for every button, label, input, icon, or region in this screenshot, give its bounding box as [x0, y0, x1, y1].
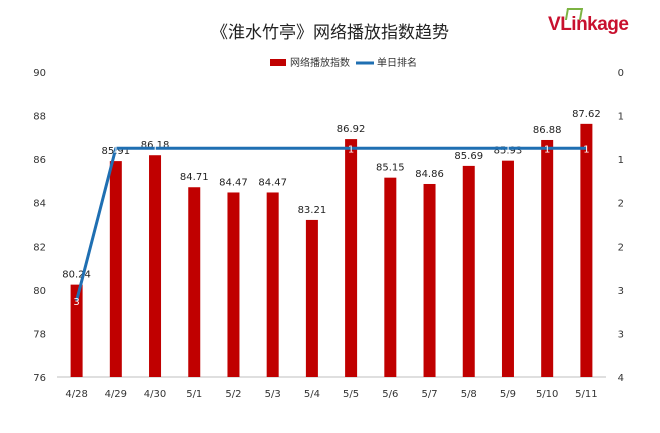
bar — [188, 187, 201, 377]
x-tick-label: 4/28 — [65, 389, 87, 400]
x-tick-label: 5/5 — [343, 389, 359, 400]
bar-value-label: 84.47 — [219, 177, 248, 188]
y-right-tick-label: 1 — [618, 112, 624, 123]
x-tick-label: 5/11 — [575, 389, 597, 400]
y-right-tick-label: 3 — [618, 286, 624, 297]
rank-point-label: 3 — [73, 297, 79, 308]
x-tick-label: 5/3 — [265, 389, 281, 400]
y-left-tick-label: 80 — [33, 286, 46, 297]
x-tick-label: 5/6 — [382, 389, 398, 400]
legend-bar-swatch — [270, 59, 286, 66]
y-right-tick-label: 4 — [618, 373, 624, 384]
y-right-tick-label: 0 — [618, 68, 624, 79]
x-tick-label: 4/29 — [105, 389, 127, 400]
bar-value-label: 83.21 — [298, 205, 327, 216]
bar-value-label: 84.71 — [180, 172, 209, 183]
bar — [423, 183, 436, 377]
bar — [266, 192, 279, 377]
bar-value-label: 87.62 — [572, 109, 601, 120]
rank-point-label: 1 — [505, 144, 511, 155]
bar — [149, 155, 162, 377]
y-right-tick-label: 1 — [618, 155, 624, 166]
rank-point-label: 1 — [113, 144, 119, 155]
bar-value-label: 85.69 — [454, 151, 483, 162]
y-left-tick-label: 88 — [33, 112, 46, 123]
bar — [70, 284, 83, 377]
bar-value-label: 86.18 — [141, 140, 170, 151]
chart-title: 《淮水竹亭》网络播放指数趋势 — [211, 23, 449, 43]
rank-point-label: 1 — [152, 144, 158, 155]
rank-line — [75, 146, 587, 302]
x-tick-label: 5/8 — [461, 389, 477, 400]
y-left-tick-label: 86 — [33, 155, 46, 166]
y-left-tick-label: 82 — [33, 242, 46, 253]
logo-v: V — [548, 14, 561, 35]
y-left-tick-label: 84 — [33, 199, 46, 210]
x-tick-label: 5/10 — [536, 389, 558, 400]
x-tick-label: 5/9 — [500, 389, 516, 400]
y-left-tick-label: 76 — [33, 373, 46, 384]
legend: 网络播放指数 单日排名 — [270, 56, 417, 69]
bar-value-label: 85.15 — [376, 163, 405, 174]
x-tick-label: 5/2 — [225, 389, 241, 400]
x-tick-label: 4/30 — [144, 389, 166, 400]
bar — [384, 177, 397, 377]
logo-text: Linkage — [560, 14, 629, 35]
bar-value-label: 84.86 — [415, 169, 444, 180]
bar — [109, 161, 122, 377]
rank-point-label: 1 — [348, 144, 354, 155]
bar-value-label: 86.92 — [337, 124, 366, 135]
bar — [541, 139, 554, 377]
y-right-tick-label: 2 — [618, 242, 624, 253]
bar-value-label: 80.24 — [62, 270, 91, 281]
bar-value-label: 84.47 — [258, 177, 287, 188]
legend-bar-label: 网络播放指数 — [290, 56, 350, 69]
bar — [345, 139, 358, 377]
y-left-tick-label: 90 — [33, 68, 46, 79]
bar — [462, 165, 475, 377]
y-right-tick-label: 2 — [618, 199, 624, 210]
bar-value-label: 86.88 — [533, 125, 562, 136]
bar-value-label: 85.93 — [494, 146, 523, 157]
y-left-tick-label: 78 — [33, 329, 46, 340]
legend-line-label: 单日排名 — [377, 56, 417, 69]
y-right-tick-label: 3 — [618, 329, 624, 340]
x-tick-label: 5/1 — [186, 389, 202, 400]
bar — [227, 192, 240, 377]
rank-point-label: 1 — [583, 144, 589, 155]
x-tick-label: 5/7 — [421, 389, 437, 400]
bar — [305, 219, 318, 377]
rank-point-label: 1 — [544, 144, 550, 155]
x-tick-label: 5/4 — [304, 389, 320, 400]
vlinkage-logo: VLinkage — [548, 8, 629, 36]
bar — [501, 160, 514, 377]
bar — [580, 123, 593, 377]
